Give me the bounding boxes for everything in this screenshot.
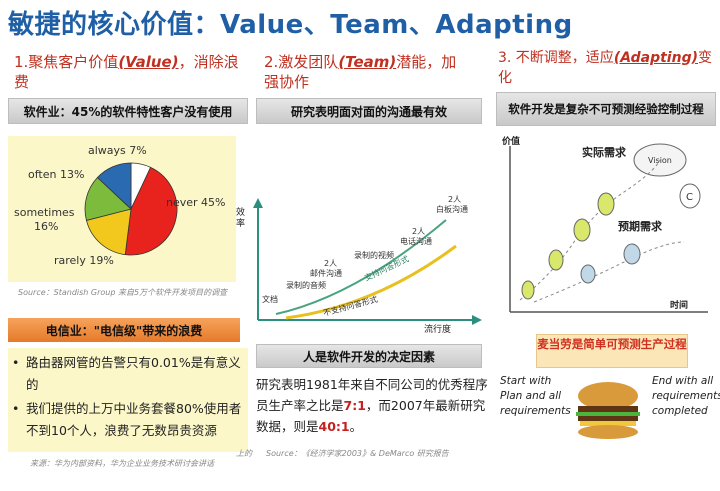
col2-heading-em: (Team) (338, 53, 397, 71)
pie-label-sometimes-1: sometimes (14, 206, 75, 219)
col3-bar: 软件开发是复杂不可预测经验控制过程 (496, 92, 716, 126)
para-post: 。 (349, 419, 363, 434)
pie-label-sometimes-2: 16% (34, 220, 58, 233)
pie-slice (85, 208, 132, 256)
col2-heading-pre: 2.激发团队 (264, 53, 339, 71)
c-bubble-icon (679, 183, 701, 209)
communication-svg: 支持问答形式 不支持问答形式 文档 录制的音频 邮件沟通 录制的视频 电话沟通 … (253, 195, 482, 325)
bullet-2: 我们提供的上万中业务套餐80%使用者不到10个人，浪费了无数昂贵资源 (8, 398, 248, 442)
col1-footer-note: 来源：华为内部资料，华为企业业务技术研讨会讲话 (30, 459, 214, 468)
jar-icons (521, 192, 641, 300)
col3-heading: 3. 不断调整，适应(Adapting)变化 (498, 48, 718, 88)
para-v1: 7:1 (343, 398, 366, 413)
pie-label-always: always 7% (88, 144, 147, 157)
top-label-1: 2人 (324, 259, 337, 268)
col3-heading-post: 变化 (498, 50, 712, 86)
para-pre: 研究表明1981年来自不同公司的优秀程序员生产率之比是 (256, 377, 488, 413)
curve1-label: 不支持问答形式 (322, 294, 379, 318)
y-axis-arrow (253, 198, 263, 208)
pie-slice (124, 166, 178, 256)
x-axis-arrow (472, 315, 482, 325)
communication-chart: 支持问答形式 不支持问答形式 文档 录制的音频 邮件沟通 录制的视频 电话沟通 … (236, 186, 488, 336)
pie-label-rarely: rarely 19% (54, 254, 114, 267)
pie-label-often: often 13% (28, 168, 84, 181)
col1-bar: 软件业：45%的软件特性客户没有使用 (8, 98, 248, 124)
col1-heading-em: (Value) (118, 53, 179, 71)
col1-heading-post: ，消除浪费 (14, 53, 239, 91)
col1-heading-pre: 1.聚焦客户价值 (14, 53, 119, 71)
chart-ylabel: 效率 (236, 208, 246, 229)
label-doc: 文档 (262, 294, 278, 304)
c-bubble-text: C (686, 192, 693, 203)
col3-heading-em: (Adapting) (613, 50, 698, 66)
planned-label: 预期需求 (618, 219, 663, 233)
label-phone: 电话沟通 (400, 236, 432, 246)
burger-icon (576, 382, 640, 439)
actual-label: 实际需求 (582, 145, 627, 159)
col1-heading: 1.聚焦客户价值(Value)，消除浪费 (14, 52, 244, 92)
pie-slice (96, 162, 132, 210)
label-whiteboard: 白板沟通 (436, 204, 468, 214)
para-mid: ，而2007年最新研究数据，则是 (256, 398, 486, 434)
mcd-right-text: End with all requirements completed (652, 375, 720, 417)
label-video: 录制的视频 (354, 250, 394, 260)
curve-unsupported (285, 244, 457, 320)
mcd-title: 麦当劳是简单可预测生产过程 (536, 334, 688, 368)
value-chart: Vision C 价值 时间 实际需求 预期需求 (494, 132, 718, 320)
top-label-2: 2人 (412, 227, 425, 236)
chart-xlabel: 流行度 (424, 325, 452, 335)
col2-heading: 2.激发团队(Team)潜能，加强协作 (264, 52, 464, 92)
planned-path (533, 241, 685, 303)
col1-bullets-panel: 路由器网管的告警只有0.01%是有意义的 我们提供的上万中业务套餐80%使用者不… (8, 348, 248, 452)
mcd-left-text: Start with Plan and all requirements (500, 375, 571, 417)
col2-source: Source：《经济学家2003》& DeMarco 研究报告 (266, 449, 449, 458)
label-email: 邮件沟通 (310, 268, 342, 278)
pie-chart-panel: always 7% often 13% sometimes 16% rarely… (8, 136, 236, 282)
pie-slice (84, 176, 132, 221)
col2-bar: 研究表明面对面的沟通最有效 (256, 98, 482, 124)
col2-paragraph: 研究表明1981年来自不同公司的优秀程序员生产率之比是7:1，而2007年最新研… (256, 374, 488, 437)
col1-footer-note-right: 上的 (236, 449, 252, 458)
pie-chart: always 7% often 13% sometimes 16% rarely… (14, 144, 226, 267)
value-xlabel: 时间 (670, 299, 688, 311)
label-audio: 录制的音频 (286, 280, 326, 290)
col1-orange-bar: 电信业："电信级"带来的浪费 (8, 318, 240, 342)
bullet-1: 路由器网管的告警只有0.01%是有意义的 (8, 352, 248, 396)
col2-bar2: 人是软件开发的决定因素 (256, 344, 482, 368)
col2-heading-post: 潜能，加强协作 (264, 53, 457, 91)
col1-source: Source：Standish Group 来自5万个软件开发项目的调查 (18, 288, 228, 297)
value-svg: Vision C 价值 时间 实际需求 预期需求 (502, 135, 708, 313)
page-title: 敏捷的核心价值：Value、Team、Adapting (8, 10, 573, 40)
top-label-3: 2人 (448, 195, 461, 204)
value-ylabel: 价值 (502, 135, 520, 147)
para-v2: 40:1 (318, 419, 350, 434)
curve-supported (275, 219, 447, 315)
pie-label-never: never 45% (166, 196, 226, 209)
col3-heading-pre: 3. 不断调整，适应 (498, 50, 614, 66)
burger-image (570, 378, 646, 444)
